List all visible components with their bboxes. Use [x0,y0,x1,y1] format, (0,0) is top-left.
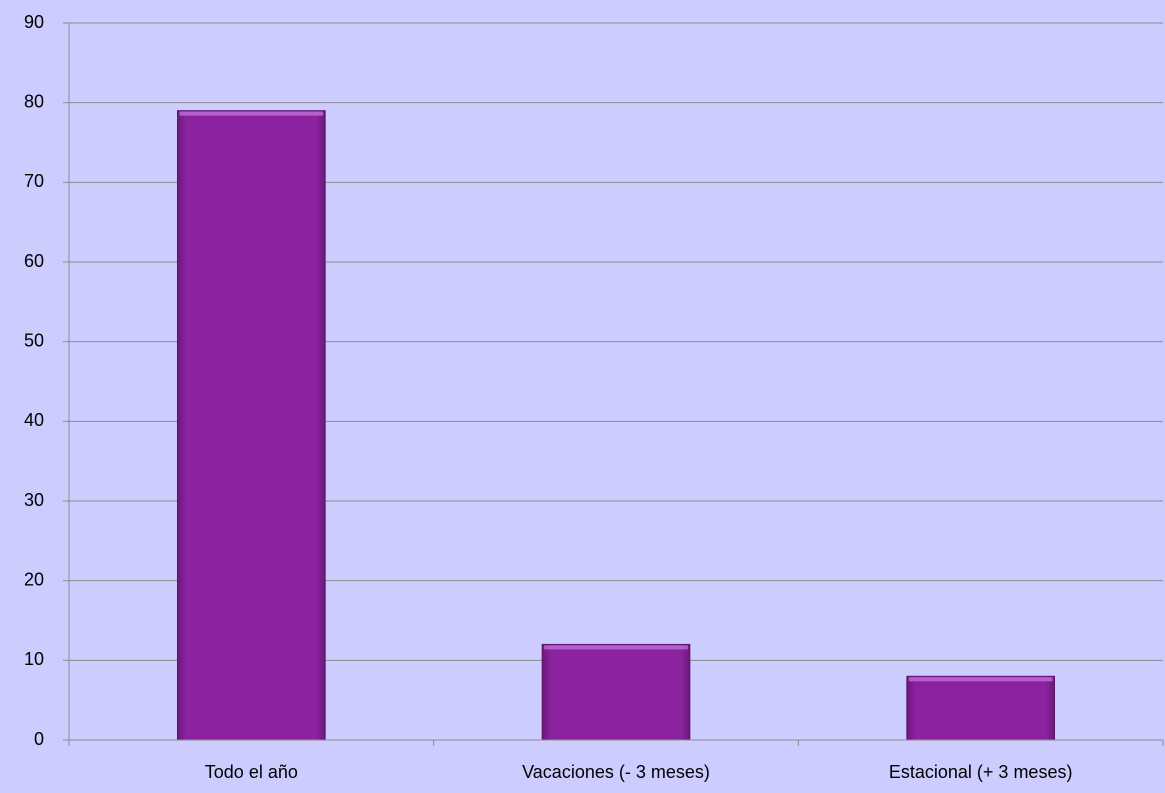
y-tick-label: 30 [24,490,44,510]
y-tick-label: 0 [34,729,44,749]
bar-highlight [179,111,324,116]
y-tick-label: 70 [24,171,44,191]
bar-shade [906,676,1055,740]
y-tick-label: 20 [24,569,44,589]
x-tick-label: Vacaciones (- 3 meses) [522,762,710,782]
y-tick-label: 10 [24,649,44,669]
y-tick-label: 50 [24,330,44,350]
y-tick-label: 90 [24,12,44,32]
bar-shade [542,644,690,740]
x-tick-label: Estacional (+ 3 meses) [889,762,1073,782]
bar-shade [177,110,326,741]
x-tick-label: Todo el año [205,762,298,782]
bar-highlight [908,677,1053,682]
y-tick-label: 60 [24,251,44,271]
bar-highlight [544,645,688,650]
y-tick-label: 80 [24,91,44,111]
y-tick-label: 40 [24,410,44,430]
